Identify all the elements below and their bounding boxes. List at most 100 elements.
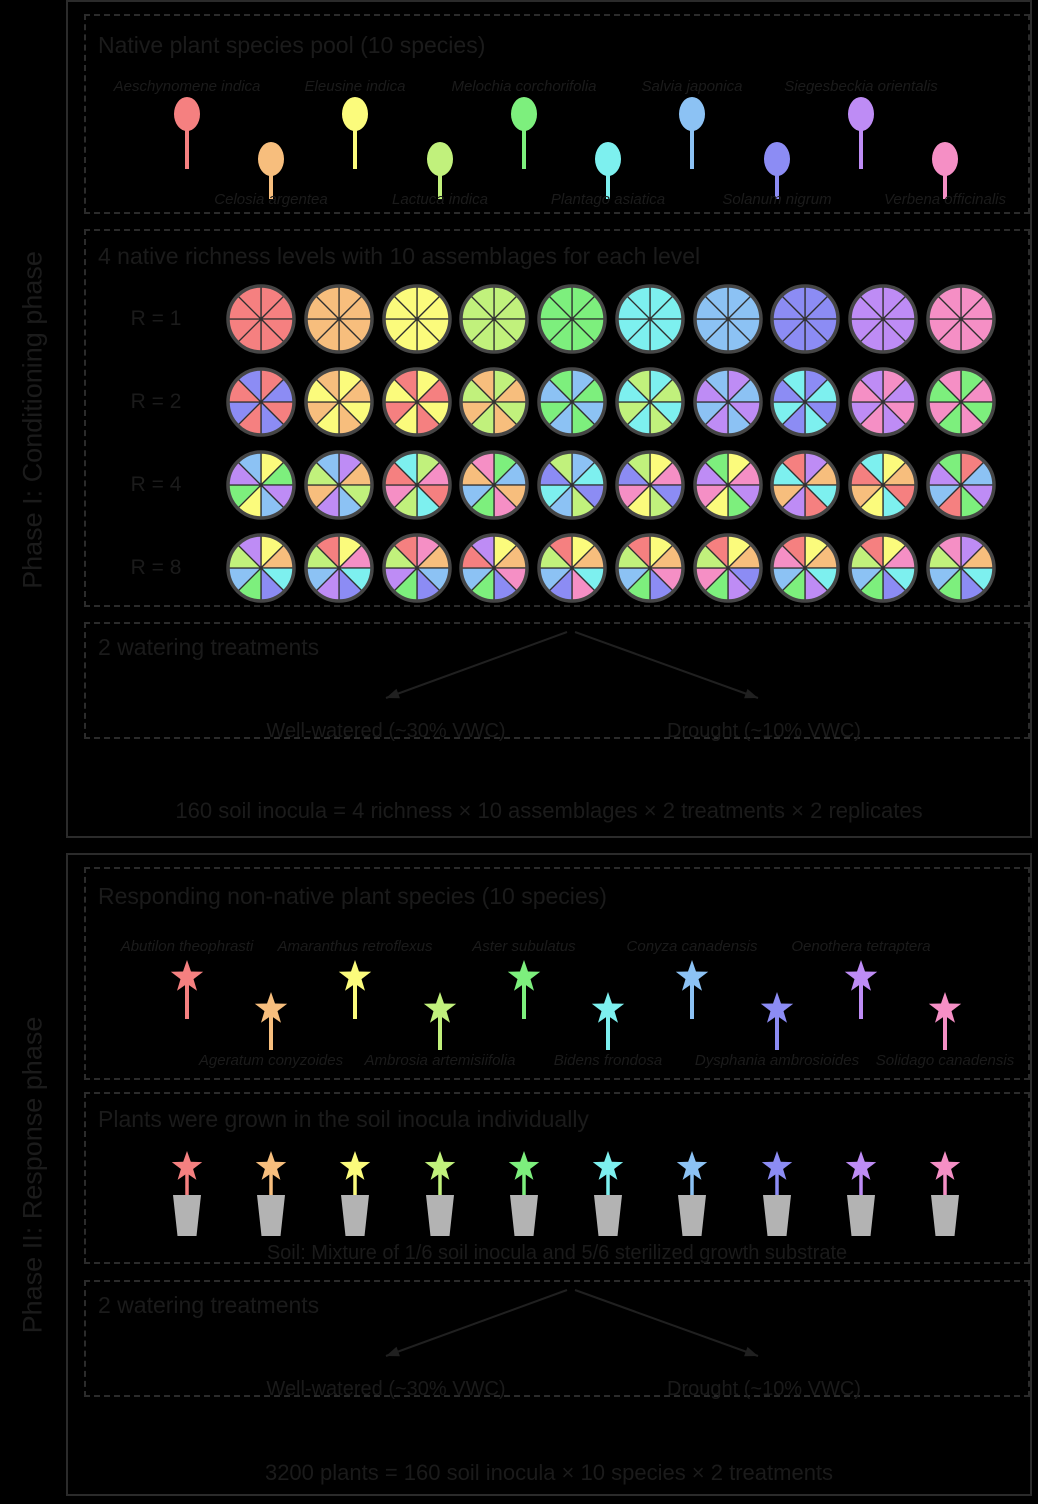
phase2-response-box: Responding non-native plant species (10 … bbox=[66, 853, 1032, 1496]
potted-plants bbox=[171, 1151, 961, 1236]
assemblage-pie bbox=[693, 450, 763, 520]
assemblage-pie bbox=[304, 284, 374, 354]
plant-star bbox=[508, 1151, 540, 1180]
assemblage-pie bbox=[226, 284, 296, 354]
phase1-conditioning-box: Native plant species pool (10 species) A… bbox=[66, 0, 1032, 838]
assemblage-pie bbox=[926, 284, 996, 354]
species-star bbox=[338, 960, 372, 1019]
plant-star bbox=[339, 1151, 371, 1180]
native-species-label: Verbena officinalis bbox=[883, 191, 1006, 208]
pot-icon bbox=[847, 1195, 875, 1236]
species-star bbox=[423, 992, 457, 1050]
assemblage-pie bbox=[926, 450, 996, 520]
assemblage-pie bbox=[926, 367, 996, 437]
watering-arrows bbox=[385, 631, 759, 699]
potted-plant bbox=[592, 1151, 624, 1236]
native-species-label: Salvia japonica bbox=[641, 78, 743, 95]
nonnative-species-label: Aster subulatus bbox=[472, 938, 576, 955]
potted-plant bbox=[929, 1151, 961, 1236]
native-species-pool-title: Native plant species pool (10 species) bbox=[98, 32, 486, 58]
native-species-label: Aeschynomene indica bbox=[113, 78, 261, 95]
assemblage-pie bbox=[459, 284, 529, 354]
species-star bbox=[760, 992, 794, 1050]
potted-plant bbox=[171, 1151, 203, 1236]
plant-star bbox=[929, 1151, 961, 1180]
nonnative-species-label: Conyza canadensis bbox=[626, 938, 758, 955]
pot-icon bbox=[763, 1195, 791, 1236]
assemblage-pie bbox=[848, 450, 918, 520]
assemblage-pie bbox=[382, 284, 452, 354]
potted-plant bbox=[676, 1151, 708, 1236]
watering-title-phase2: 2 watering treatments bbox=[98, 1292, 320, 1318]
native-species-label: Plantago asiatica bbox=[550, 191, 666, 208]
well-watered-label-phase2: Well-watered (~30% VWC) bbox=[266, 1378, 506, 1400]
phase1-formula: 160 soil inocula = 4 richness × 10 assem… bbox=[175, 798, 923, 823]
pot-icon bbox=[173, 1195, 201, 1236]
species-lollipop bbox=[342, 97, 368, 169]
species-lollipop bbox=[764, 142, 790, 199]
potted-plant bbox=[339, 1151, 371, 1236]
native-species-label: Melochia corchorifolia bbox=[451, 78, 597, 95]
assemblage-pie bbox=[848, 533, 918, 603]
native-species-pool-box: Native plant species pool (10 species) A… bbox=[84, 14, 1030, 214]
assemblage-pie bbox=[693, 367, 763, 437]
assemblage-pie bbox=[226, 533, 296, 603]
assemblage-pie bbox=[693, 533, 763, 603]
richness-row-label: R = 2 bbox=[130, 390, 182, 413]
assemblage-pie bbox=[537, 450, 607, 520]
phase1-label: Phase I: Conditioning phase bbox=[17, 251, 48, 589]
richness-title: 4 native richness levels with 10 assembl… bbox=[98, 243, 701, 269]
assemblage-pie bbox=[615, 533, 685, 603]
watering-title-phase1: 2 watering treatments bbox=[98, 634, 320, 660]
assemblage-pie bbox=[615, 284, 685, 354]
pot-icon bbox=[510, 1195, 538, 1236]
pot-icon bbox=[257, 1195, 285, 1236]
species-star bbox=[254, 992, 288, 1050]
plant-star bbox=[845, 1151, 877, 1180]
species-star bbox=[170, 960, 204, 1019]
species-lollipop bbox=[511, 97, 537, 169]
potted-plant bbox=[255, 1151, 287, 1236]
potted-plant bbox=[508, 1151, 540, 1236]
species-star bbox=[675, 960, 709, 1019]
assemblage-pie bbox=[459, 367, 529, 437]
assemblage-pie bbox=[537, 367, 607, 437]
native-species-lollipops bbox=[174, 97, 958, 199]
native-species-label: Eleusine indica bbox=[304, 78, 406, 95]
grown-title: Plants were grown in the soil inocula in… bbox=[98, 1106, 589, 1132]
richness-row-label: R = 4 bbox=[130, 473, 182, 496]
assemblage-pies bbox=[226, 284, 996, 603]
assemblage-pie bbox=[770, 533, 840, 603]
well-watered-label-phase1: Well-watered (~30% VWC) bbox=[266, 720, 506, 742]
grown-individually-box: Plants were grown in the soil inocula in… bbox=[84, 1092, 1030, 1264]
assemblage-pie bbox=[693, 284, 763, 354]
richness-levels-box: 4 native richness levels with 10 assembl… bbox=[84, 229, 1030, 607]
richness-row-label: R = 1 bbox=[130, 307, 182, 330]
species-star bbox=[591, 992, 625, 1050]
native-species-label: Solanum nigrum bbox=[722, 191, 832, 208]
nonnative-species-label: Abutilon theophrasti bbox=[120, 938, 254, 955]
assemblage-pie bbox=[226, 450, 296, 520]
native-species-label: Siegesbeckia orientalis bbox=[784, 78, 938, 95]
pot-icon bbox=[931, 1195, 959, 1236]
plant-star bbox=[255, 1151, 287, 1180]
species-lollipop bbox=[848, 97, 874, 169]
nonnative-species-label: Ageratum conyzoides bbox=[198, 1052, 344, 1069]
assemblage-pie bbox=[382, 367, 452, 437]
soil-note: Soil: Mixture of 1/6 soil inocula and 5/… bbox=[266, 1242, 848, 1264]
native-species-label: Celosia argentea bbox=[214, 191, 328, 208]
nonnative-species-label: Amaranthus retroflexus bbox=[277, 938, 433, 955]
assemblage-pie bbox=[459, 533, 529, 603]
watering-treatments-box-phase2: 2 watering treatments Well-watered (~30%… bbox=[84, 1280, 1030, 1400]
species-lollipop bbox=[174, 97, 200, 169]
assemblage-pie bbox=[848, 284, 918, 354]
species-star bbox=[844, 960, 878, 1019]
assemblage-pie bbox=[537, 284, 607, 354]
richness-row-label: R = 8 bbox=[130, 556, 182, 579]
plant-star bbox=[424, 1151, 456, 1180]
species-lollipop bbox=[427, 142, 453, 199]
drought-label-phase1: Drought (~10% VWC) bbox=[667, 720, 861, 742]
species-lollipop bbox=[258, 142, 284, 199]
species-star bbox=[928, 992, 962, 1050]
assemblage-pie bbox=[226, 367, 296, 437]
